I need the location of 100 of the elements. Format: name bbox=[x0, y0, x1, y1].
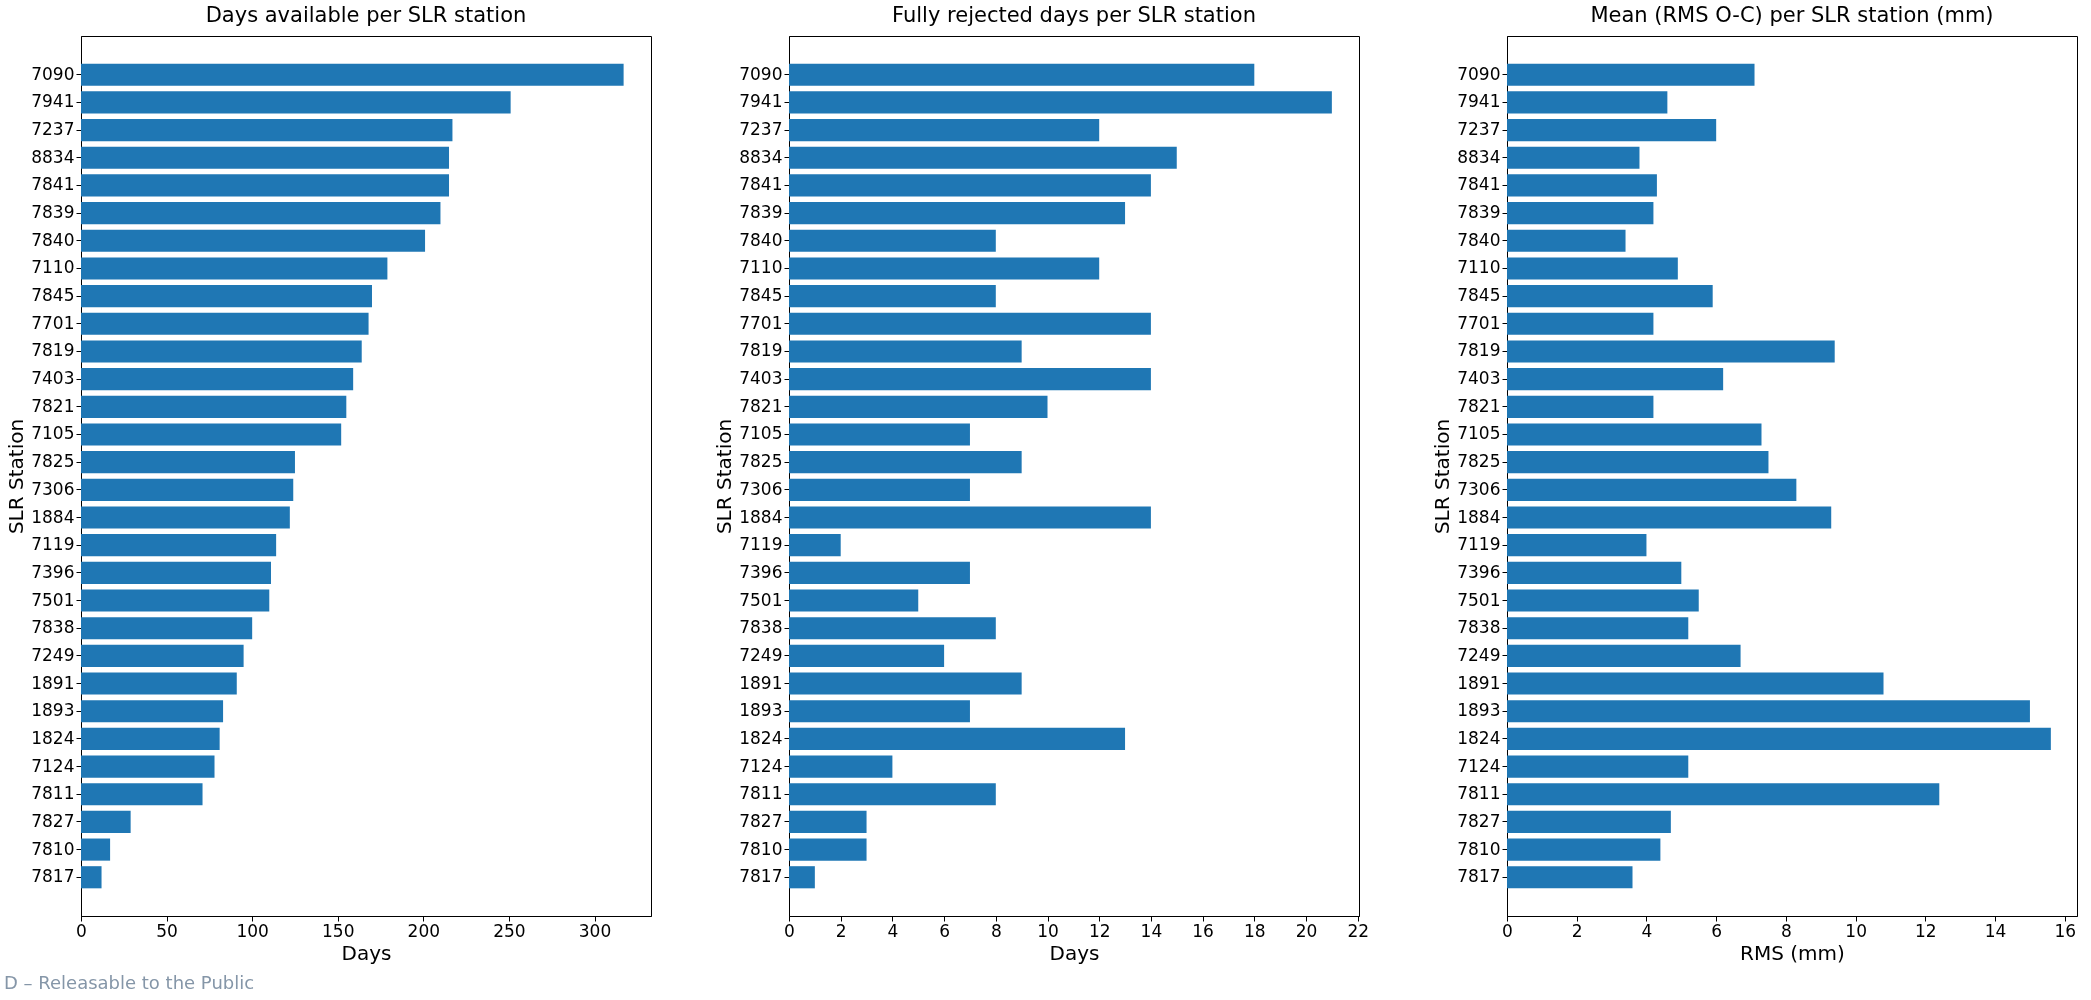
bar bbox=[81, 783, 203, 806]
bar bbox=[81, 727, 220, 750]
y-tick-label: 7845 bbox=[739, 285, 783, 306]
y-tick-label: 7396 bbox=[739, 561, 783, 582]
bar bbox=[81, 838, 111, 861]
y-tick-label: 7941 bbox=[1457, 91, 1501, 112]
bar bbox=[1507, 257, 1678, 280]
x-tick-label: 12 bbox=[1088, 920, 1111, 941]
x-tick-label: 2 bbox=[1571, 920, 1583, 941]
y-tick-label: 7839 bbox=[1457, 202, 1501, 223]
bar bbox=[1507, 285, 1713, 308]
bar bbox=[789, 589, 919, 612]
y-tick-label: 7237 bbox=[739, 119, 783, 140]
bar bbox=[81, 644, 244, 667]
bar bbox=[789, 395, 1048, 418]
y-tick-label: 7810 bbox=[1457, 838, 1501, 859]
y-tick-label: 7501 bbox=[31, 589, 75, 610]
bar bbox=[1507, 423, 1762, 446]
bar bbox=[1507, 810, 1671, 833]
bar bbox=[1507, 755, 1689, 778]
y-tick-label: 7090 bbox=[31, 63, 75, 84]
bar bbox=[81, 534, 277, 557]
bar bbox=[1507, 866, 1633, 889]
bar bbox=[789, 91, 1332, 114]
y-tick-label: 7839 bbox=[31, 202, 75, 223]
y-tick-label: 7817 bbox=[31, 866, 75, 887]
y-tick-label: 7403 bbox=[739, 368, 783, 389]
bar bbox=[1507, 700, 2030, 723]
bar bbox=[789, 478, 970, 501]
y-tick-label: 7941 bbox=[31, 91, 75, 112]
y-tick-label: 7237 bbox=[31, 119, 75, 140]
bar bbox=[1507, 534, 1647, 557]
bar bbox=[81, 202, 441, 225]
chart-title: Mean (RMS O-C) per SLR station (mm) bbox=[1590, 3, 1994, 27]
y-tick-label: 7839 bbox=[739, 202, 783, 223]
bar bbox=[1507, 395, 1654, 418]
bar bbox=[81, 63, 624, 86]
bar bbox=[81, 617, 253, 640]
y-tick-label: 7306 bbox=[739, 478, 783, 499]
y-tick-label: 1884 bbox=[31, 506, 75, 527]
y-tick-label: 7810 bbox=[31, 838, 75, 859]
x-tick-label: 10 bbox=[1037, 920, 1059, 941]
y-tick-label: 7819 bbox=[31, 340, 75, 361]
bar bbox=[789, 866, 815, 889]
x-tick-label: 0 bbox=[784, 920, 795, 941]
bar bbox=[81, 285, 372, 308]
x-tick-label: 2 bbox=[835, 920, 847, 941]
bar bbox=[1507, 146, 1640, 169]
text: D – Releasable to the Public bbox=[4, 972, 255, 993]
bar bbox=[81, 229, 426, 252]
x-tick-label: 100 bbox=[236, 920, 269, 941]
bar bbox=[789, 340, 1022, 363]
bar bbox=[1507, 589, 1699, 612]
x-tick-label: 200 bbox=[407, 920, 441, 941]
y-tick-label: 1893 bbox=[1457, 700, 1501, 721]
y-tick-label: 7819 bbox=[1457, 340, 1501, 361]
y-tick-label: 7825 bbox=[1457, 451, 1501, 472]
bar bbox=[789, 202, 1126, 225]
y-tick-label: 1824 bbox=[31, 727, 75, 748]
y-tick-label: 7119 bbox=[739, 534, 783, 555]
x-tick-label: 8 bbox=[990, 920, 1002, 941]
x-tick-label: 16 bbox=[1192, 920, 1214, 941]
x-tick-label: 150 bbox=[322, 920, 355, 941]
y-tick-label: 7119 bbox=[1457, 534, 1501, 555]
y-tick-label: 7090 bbox=[1457, 63, 1501, 84]
y-tick-label: 7396 bbox=[1457, 561, 1501, 582]
y-tick-label: 7306 bbox=[1457, 478, 1501, 499]
bar bbox=[1507, 644, 1741, 667]
y-tick-label: 7124 bbox=[739, 755, 783, 776]
y-tick-label: 7841 bbox=[31, 174, 75, 195]
bar bbox=[789, 312, 1151, 335]
y-tick-label: 7249 bbox=[1457, 644, 1501, 665]
y-tick-label: 7819 bbox=[739, 340, 783, 361]
chart-title: Fully rejected days per SLR station bbox=[892, 3, 1256, 27]
bar bbox=[81, 451, 295, 474]
y-tick-label: 7701 bbox=[31, 312, 75, 333]
bar bbox=[1507, 119, 1717, 142]
bar bbox=[789, 755, 893, 778]
bar bbox=[81, 174, 450, 197]
bar bbox=[789, 561, 970, 584]
y-tick-label: 7821 bbox=[739, 395, 783, 416]
y-tick-label: 7501 bbox=[1457, 589, 1501, 610]
x-tick-label: 6 bbox=[1711, 920, 1723, 941]
bar bbox=[1507, 368, 1724, 391]
y-tick-label: 7825 bbox=[739, 451, 783, 472]
y-tick-label: 7841 bbox=[739, 174, 783, 195]
bar bbox=[81, 589, 270, 612]
x-tick-label: 14 bbox=[1984, 920, 2007, 941]
x-tick-label: 18 bbox=[1243, 920, 1266, 941]
y-tick-label: 7396 bbox=[31, 561, 75, 582]
y-tick-label: 7124 bbox=[31, 755, 75, 776]
bar bbox=[81, 119, 453, 142]
bar bbox=[789, 644, 945, 667]
bar bbox=[789, 146, 1177, 169]
bar bbox=[789, 700, 970, 723]
y-tick-label: 7110 bbox=[1457, 257, 1501, 278]
x-tick-label: 10 bbox=[1845, 920, 1867, 941]
x-tick-label: 250 bbox=[493, 920, 526, 941]
bar bbox=[789, 229, 996, 252]
y-tick-label: 7105 bbox=[1457, 423, 1501, 444]
